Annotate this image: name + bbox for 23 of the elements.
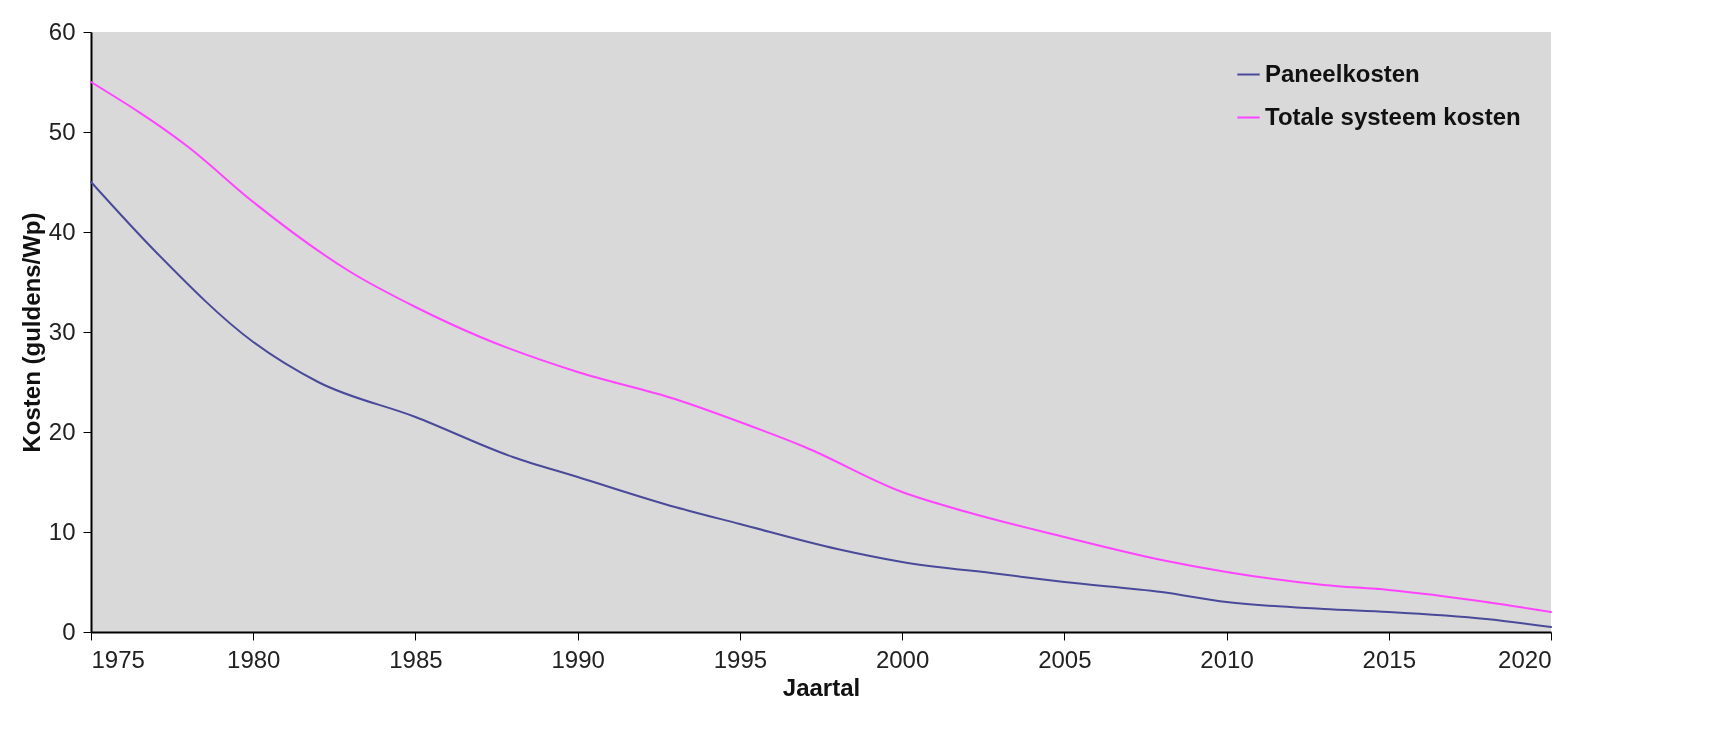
y-tick-label: 50 <box>48 117 76 145</box>
y-tick-label: 0 <box>62 617 76 645</box>
x-tick-label: 1990 <box>551 645 605 673</box>
x-tick-label: 1975 <box>91 645 145 673</box>
y-tick-label: 30 <box>48 317 76 345</box>
line-series <box>90 181 1552 628</box>
y-tick-label: 60 <box>48 17 76 45</box>
x-tick-label: 2015 <box>1362 645 1416 673</box>
x-tick-label: 2010 <box>1200 645 1254 673</box>
x-tick-label: 2000 <box>875 645 930 673</box>
x-tick-label: 2005 <box>1038 645 1092 673</box>
y-axis-title: Kosten (guldens/Wp) <box>17 212 45 453</box>
x-tick-label: 1985 <box>389 645 443 673</box>
legend-label: Paneelkosten <box>1265 59 1420 87</box>
legend-label: Totale systeem kosten <box>1265 102 1521 130</box>
y-tick-label: 40 <box>48 217 76 245</box>
x-tick-label: 2020 <box>1498 645 1552 673</box>
line-series <box>90 81 1552 613</box>
x-tick-label: 1980 <box>227 645 281 673</box>
y-tick-label: 20 <box>48 417 76 445</box>
x-tick-label: 1995 <box>713 645 768 673</box>
y-tick-label: 10 <box>48 517 76 545</box>
x-axis-title: Jaartal <box>782 673 861 701</box>
